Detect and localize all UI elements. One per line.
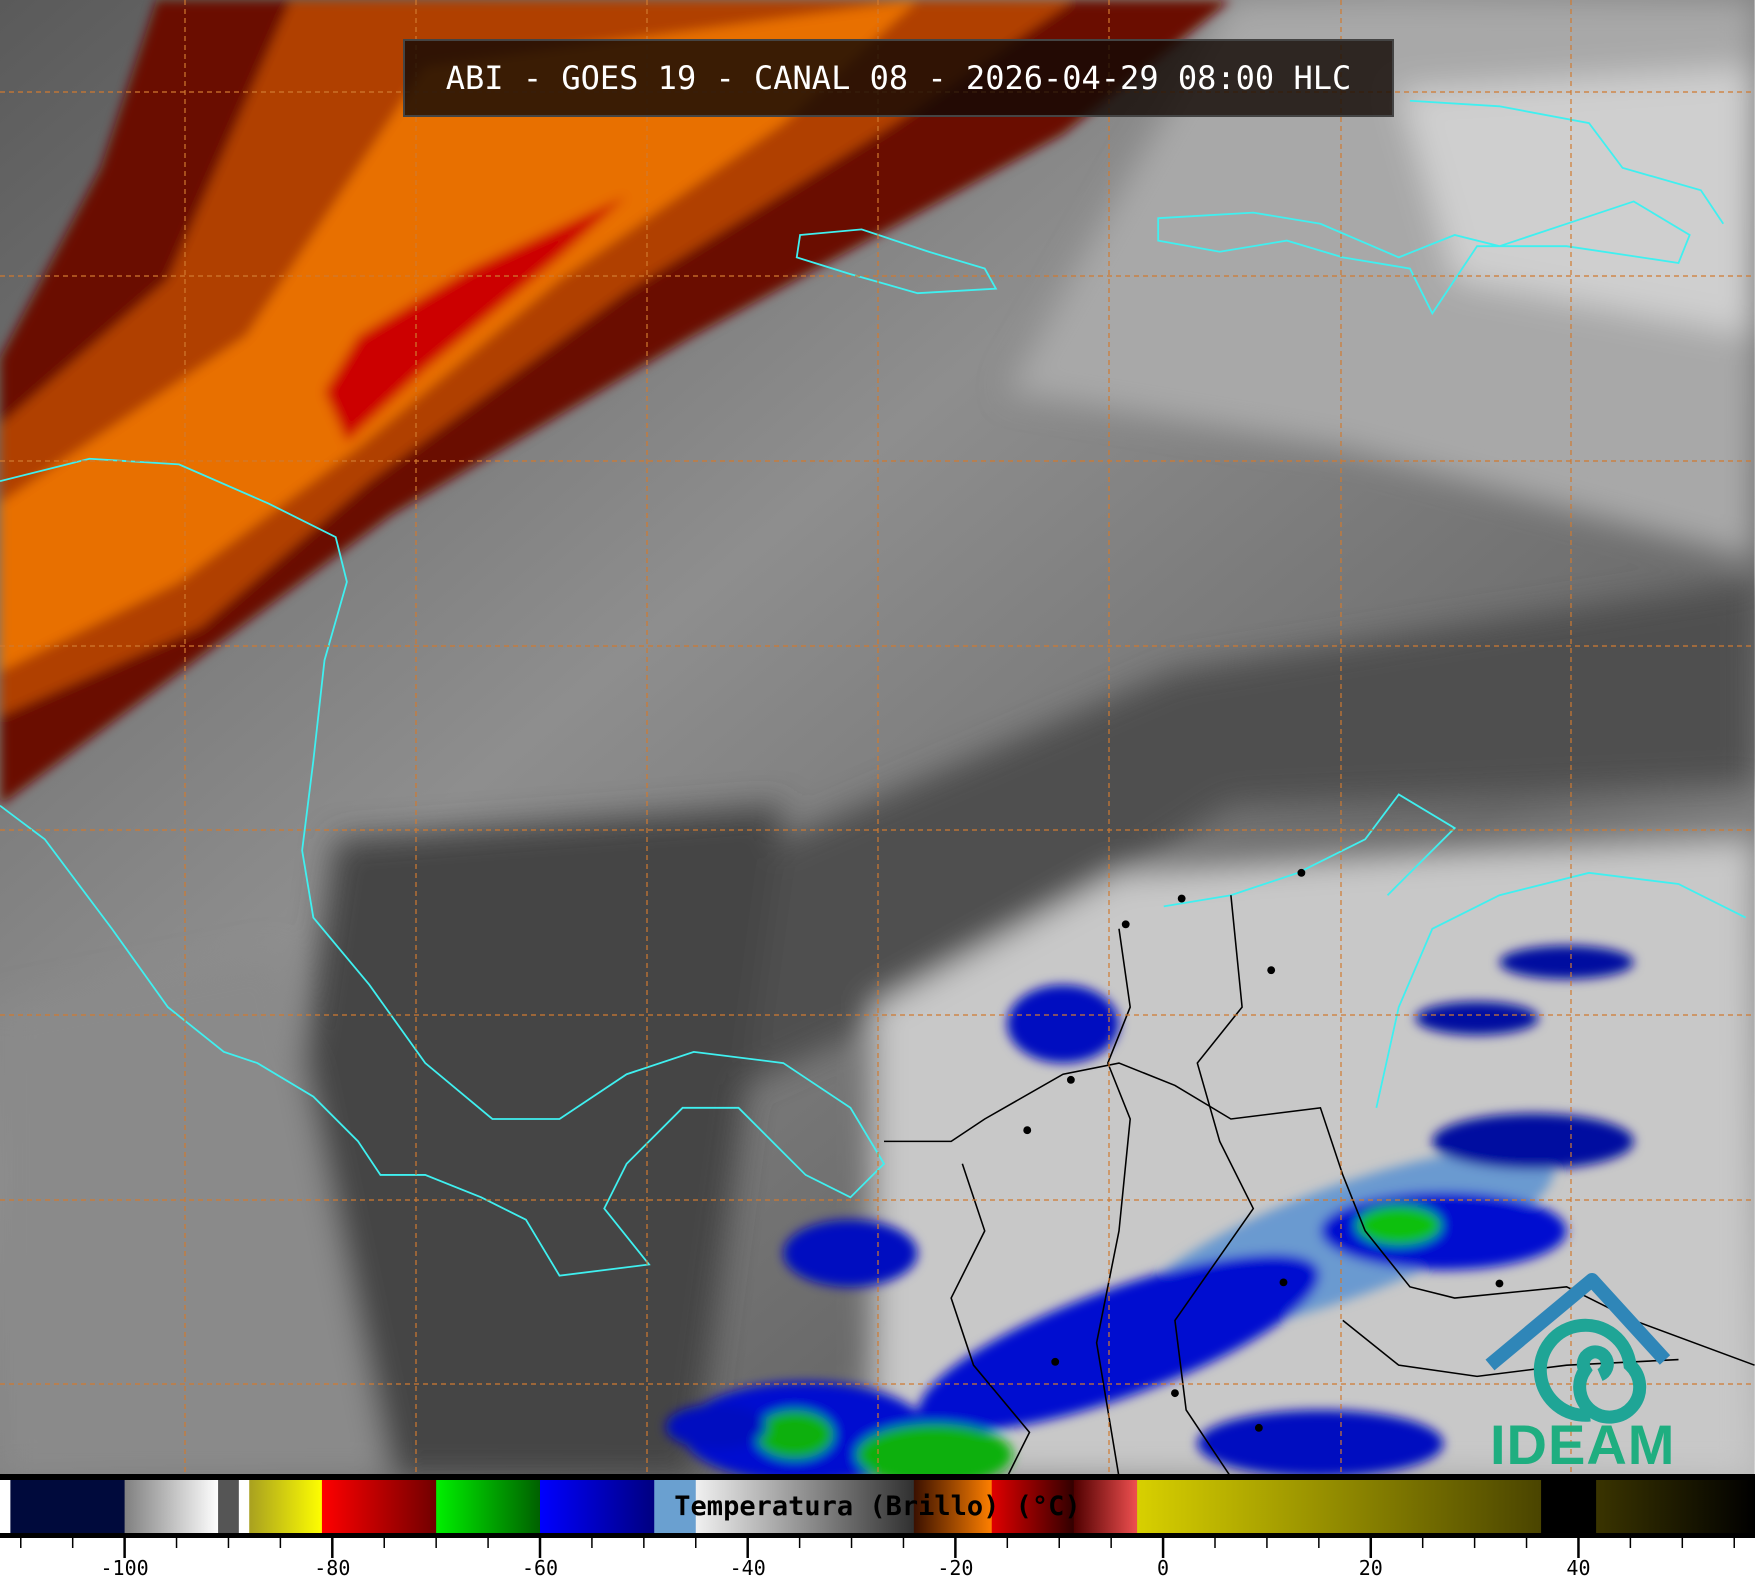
tick-label: 20: [1359, 1556, 1383, 1577]
ideam-logo-text: IDEAM: [1490, 1413, 1676, 1476]
tick-label: -40: [730, 1556, 766, 1577]
tick-label: -60: [522, 1556, 558, 1577]
tick-label: 0: [1157, 1556, 1169, 1577]
lat-lon-gridlines: [0, 0, 1755, 1474]
colorbar-segment: [654, 1480, 697, 1533]
city-markers: [1023, 868, 1504, 1432]
satellite-map: [0, 0, 1755, 1474]
colorbar-segment: [249, 1480, 323, 1533]
coastlines: [0, 99, 1747, 1277]
colorbar-axis: -100 -80 -60 -40 -20 0 20 40: [0, 1538, 1755, 1577]
colorbar-segment: [436, 1480, 541, 1533]
colorbar-segment: [321, 1480, 437, 1533]
image-title: ABI - GOES 19 - CANAL 08 - 2026-04-29 08…: [403, 39, 1394, 117]
convective-clouds: [665, 945, 1634, 1474]
colorbar-segment: [695, 1480, 915, 1533]
ideam-logo: [1485, 1273, 1671, 1424]
tick-label: 40: [1566, 1556, 1590, 1577]
colorbar-segment: [10, 1480, 126, 1533]
colorbar-segment: [238, 1480, 250, 1533]
colorbar-label: Temperatura (Brillo) (°C): [674, 1491, 1081, 1522]
tick-label: -100: [101, 1556, 149, 1577]
colorbar-segment: [991, 1480, 1075, 1533]
colorbar-segment: [913, 1480, 993, 1533]
cold-dry-band: [0, 0, 1231, 806]
colorbar-segment: [218, 1480, 240, 1533]
tick-label: -20: [937, 1556, 973, 1577]
colorbar-segment: [1596, 1480, 1755, 1533]
tick-label: -80: [314, 1556, 350, 1577]
logo-roof-icon: [1485, 1273, 1671, 1371]
logo-swirl-icon: [1533, 1318, 1647, 1424]
colorbar-segment: [0, 1480, 11, 1533]
colorbar: [0, 1480, 1755, 1533]
country-borders: [884, 895, 1755, 1474]
colorbar-segment: [1137, 1480, 1542, 1533]
colorbar-segment: [124, 1480, 219, 1533]
colorbar-segment: [1541, 1480, 1597, 1533]
colorbar-segment: [1073, 1480, 1138, 1533]
colorbar-segment: [540, 1480, 655, 1533]
